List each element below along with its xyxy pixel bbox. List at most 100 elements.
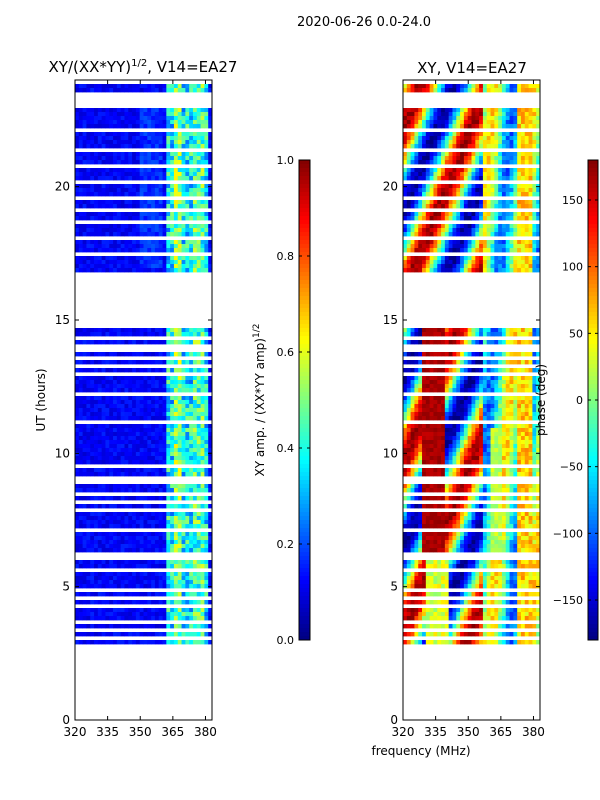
heatmap-cell xyxy=(78,88,84,93)
heatmap-cell xyxy=(151,260,156,265)
heatmap-cell xyxy=(536,120,540,125)
heatmap-cell xyxy=(97,156,103,161)
heatmap-cell xyxy=(94,112,99,117)
heatmap-cell xyxy=(139,376,144,381)
heatmap-cell xyxy=(75,608,80,613)
heatmap-cell xyxy=(498,88,503,93)
heatmap-cell xyxy=(524,216,529,221)
heatmap-cell xyxy=(177,376,182,381)
heatmap-cell xyxy=(532,160,537,165)
heatmap-cell xyxy=(132,136,137,141)
heatmap-cell xyxy=(116,256,122,261)
heatmap-cell xyxy=(524,176,529,181)
heatmap-cell xyxy=(166,140,171,145)
heatmap-cell xyxy=(78,260,84,265)
heatmap-cell xyxy=(444,136,450,141)
heatmap-cell xyxy=(139,212,144,217)
heatmap-cell xyxy=(505,256,510,261)
heatmap-cell xyxy=(170,384,175,389)
heatmap-cell xyxy=(189,484,194,489)
heatmap-cell xyxy=(433,192,438,197)
heatmap-cell xyxy=(204,584,209,589)
heatmap-cell xyxy=(105,264,110,269)
heatmap-cell xyxy=(162,376,167,381)
heatmap-cell xyxy=(124,400,129,405)
heatmap-cell xyxy=(498,84,503,89)
heatmap-cell xyxy=(166,376,171,381)
heatmap-cell xyxy=(192,580,198,585)
heatmap-cell xyxy=(185,172,190,177)
heatmap-cell xyxy=(105,268,110,273)
heatmap-cell xyxy=(185,548,190,553)
heatmap-cell xyxy=(441,184,446,189)
heatmap-cell xyxy=(185,368,190,373)
heatmap-cell xyxy=(418,192,423,197)
heatmap-cell xyxy=(456,248,461,253)
heatmap-cell xyxy=(185,352,190,357)
heatmap-cell xyxy=(524,156,529,161)
heatmap-cell xyxy=(196,112,201,117)
heatmap-cell xyxy=(444,340,450,345)
heatmap-cell xyxy=(509,328,514,333)
heatmap-cell xyxy=(486,340,491,345)
heatmap-cell xyxy=(486,124,491,129)
heatmap-cell xyxy=(82,488,87,493)
heatmap-cell xyxy=(528,360,533,365)
heatmap-cell xyxy=(410,216,415,221)
heatmap-cell xyxy=(139,488,144,493)
heatmap-cell xyxy=(196,200,201,205)
heatmap-cell xyxy=(486,360,491,365)
heatmap-cell xyxy=(124,260,129,265)
heatmap-cell xyxy=(120,600,125,605)
heatmap-cell xyxy=(204,264,209,269)
heatmap-cell xyxy=(154,176,160,181)
heatmap-cell xyxy=(501,184,507,189)
heatmap-cell xyxy=(162,424,167,429)
heatmap-cell xyxy=(82,520,87,525)
heatmap-cell xyxy=(200,212,205,217)
heatmap-cell xyxy=(204,120,209,125)
heatmap-cell xyxy=(143,584,148,589)
heatmap-cell xyxy=(471,168,476,173)
heatmap-cell xyxy=(441,240,446,245)
heatmap-cell xyxy=(166,264,171,269)
heatmap-cell xyxy=(498,388,503,393)
heatmap-cell xyxy=(166,124,171,129)
heatmap-cell xyxy=(403,244,408,249)
heatmap-cell xyxy=(448,328,453,333)
heatmap-cell xyxy=(475,260,480,265)
heatmap-cell xyxy=(532,240,537,245)
heatmap-cell xyxy=(185,576,190,581)
heatmap-cell xyxy=(162,404,167,409)
heatmap-cell xyxy=(132,516,137,521)
heatmap-cell xyxy=(173,548,179,553)
heatmap-cell xyxy=(433,376,438,381)
heatmap-cell xyxy=(200,384,205,389)
heatmap-cell xyxy=(170,228,175,233)
heatmap-cell xyxy=(162,192,167,197)
heatmap-cell xyxy=(113,460,118,465)
heatmap-cell xyxy=(147,624,152,629)
heatmap-cell xyxy=(185,412,190,417)
heatmap-cell xyxy=(513,156,518,161)
heatmap-cell xyxy=(192,192,198,197)
colorbar-band xyxy=(299,204,310,209)
heatmap-cell xyxy=(425,360,431,365)
heatmap-cell xyxy=(147,460,152,465)
heatmap-cell xyxy=(78,488,84,493)
heatmap-cell xyxy=(105,204,110,209)
heatmap-cell xyxy=(486,144,491,149)
heatmap-cell xyxy=(460,388,465,393)
heatmap-cell xyxy=(498,188,503,193)
heatmap-cell xyxy=(116,248,122,253)
heatmap-cell xyxy=(124,84,129,89)
heatmap-cell xyxy=(192,560,198,565)
heatmap-cell xyxy=(200,428,205,433)
heatmap-cell xyxy=(154,640,160,645)
heatmap-cell xyxy=(173,520,179,525)
heatmap-cell xyxy=(109,520,114,525)
heatmap-cell xyxy=(181,88,186,93)
heatmap-cell xyxy=(189,224,194,229)
heatmap-cell xyxy=(120,428,125,433)
heatmap-cell xyxy=(536,116,540,121)
